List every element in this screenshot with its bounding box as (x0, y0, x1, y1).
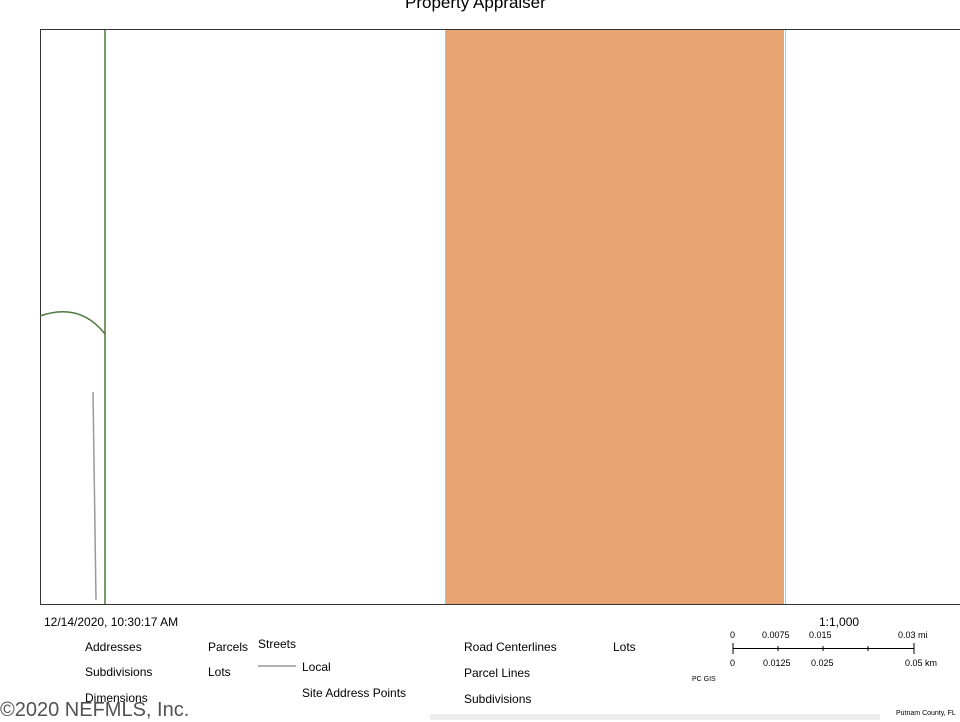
legend-item: Lots (208, 665, 231, 679)
scale-label: 0.0125 (763, 658, 791, 668)
title: Property Appraiser (405, 0, 546, 13)
scale-label: 0.05 km (905, 658, 937, 668)
scale-label: 0.025 (811, 658, 834, 668)
scale-bar (733, 643, 914, 654)
legend-item: Local (302, 660, 331, 674)
legend-item: Subdivisions (464, 692, 531, 706)
scale-label: 0.0075 (762, 630, 790, 640)
legend-item: Parcel Lines (464, 666, 530, 680)
legend-heading: Streets (258, 637, 296, 651)
scale-label: 0.03 mi (898, 630, 928, 640)
scale-label: 0 (730, 658, 735, 668)
legend-item: Addresses (85, 640, 142, 654)
legend-item: Road Centerlines (464, 640, 557, 654)
county: Putnam County, FL (896, 710, 956, 718)
legend-item: Site Address Points (302, 686, 406, 700)
source: PC GIS (692, 676, 716, 684)
scale-label: 0.015 (809, 630, 832, 640)
parcel (446, 30, 784, 604)
scale-text: 1:1,000 (819, 615, 859, 629)
timestamp: 12/14/2020, 10:30:17 AM (44, 615, 178, 629)
legend-item: Lots (613, 640, 636, 654)
watermark: ©2020 NEFMLS, Inc. (0, 698, 189, 722)
scale-label: 0 (730, 630, 735, 640)
footer-strip (430, 714, 880, 720)
legend-item: Subdivisions (85, 665, 152, 679)
legend-item: Parcels (208, 640, 248, 654)
